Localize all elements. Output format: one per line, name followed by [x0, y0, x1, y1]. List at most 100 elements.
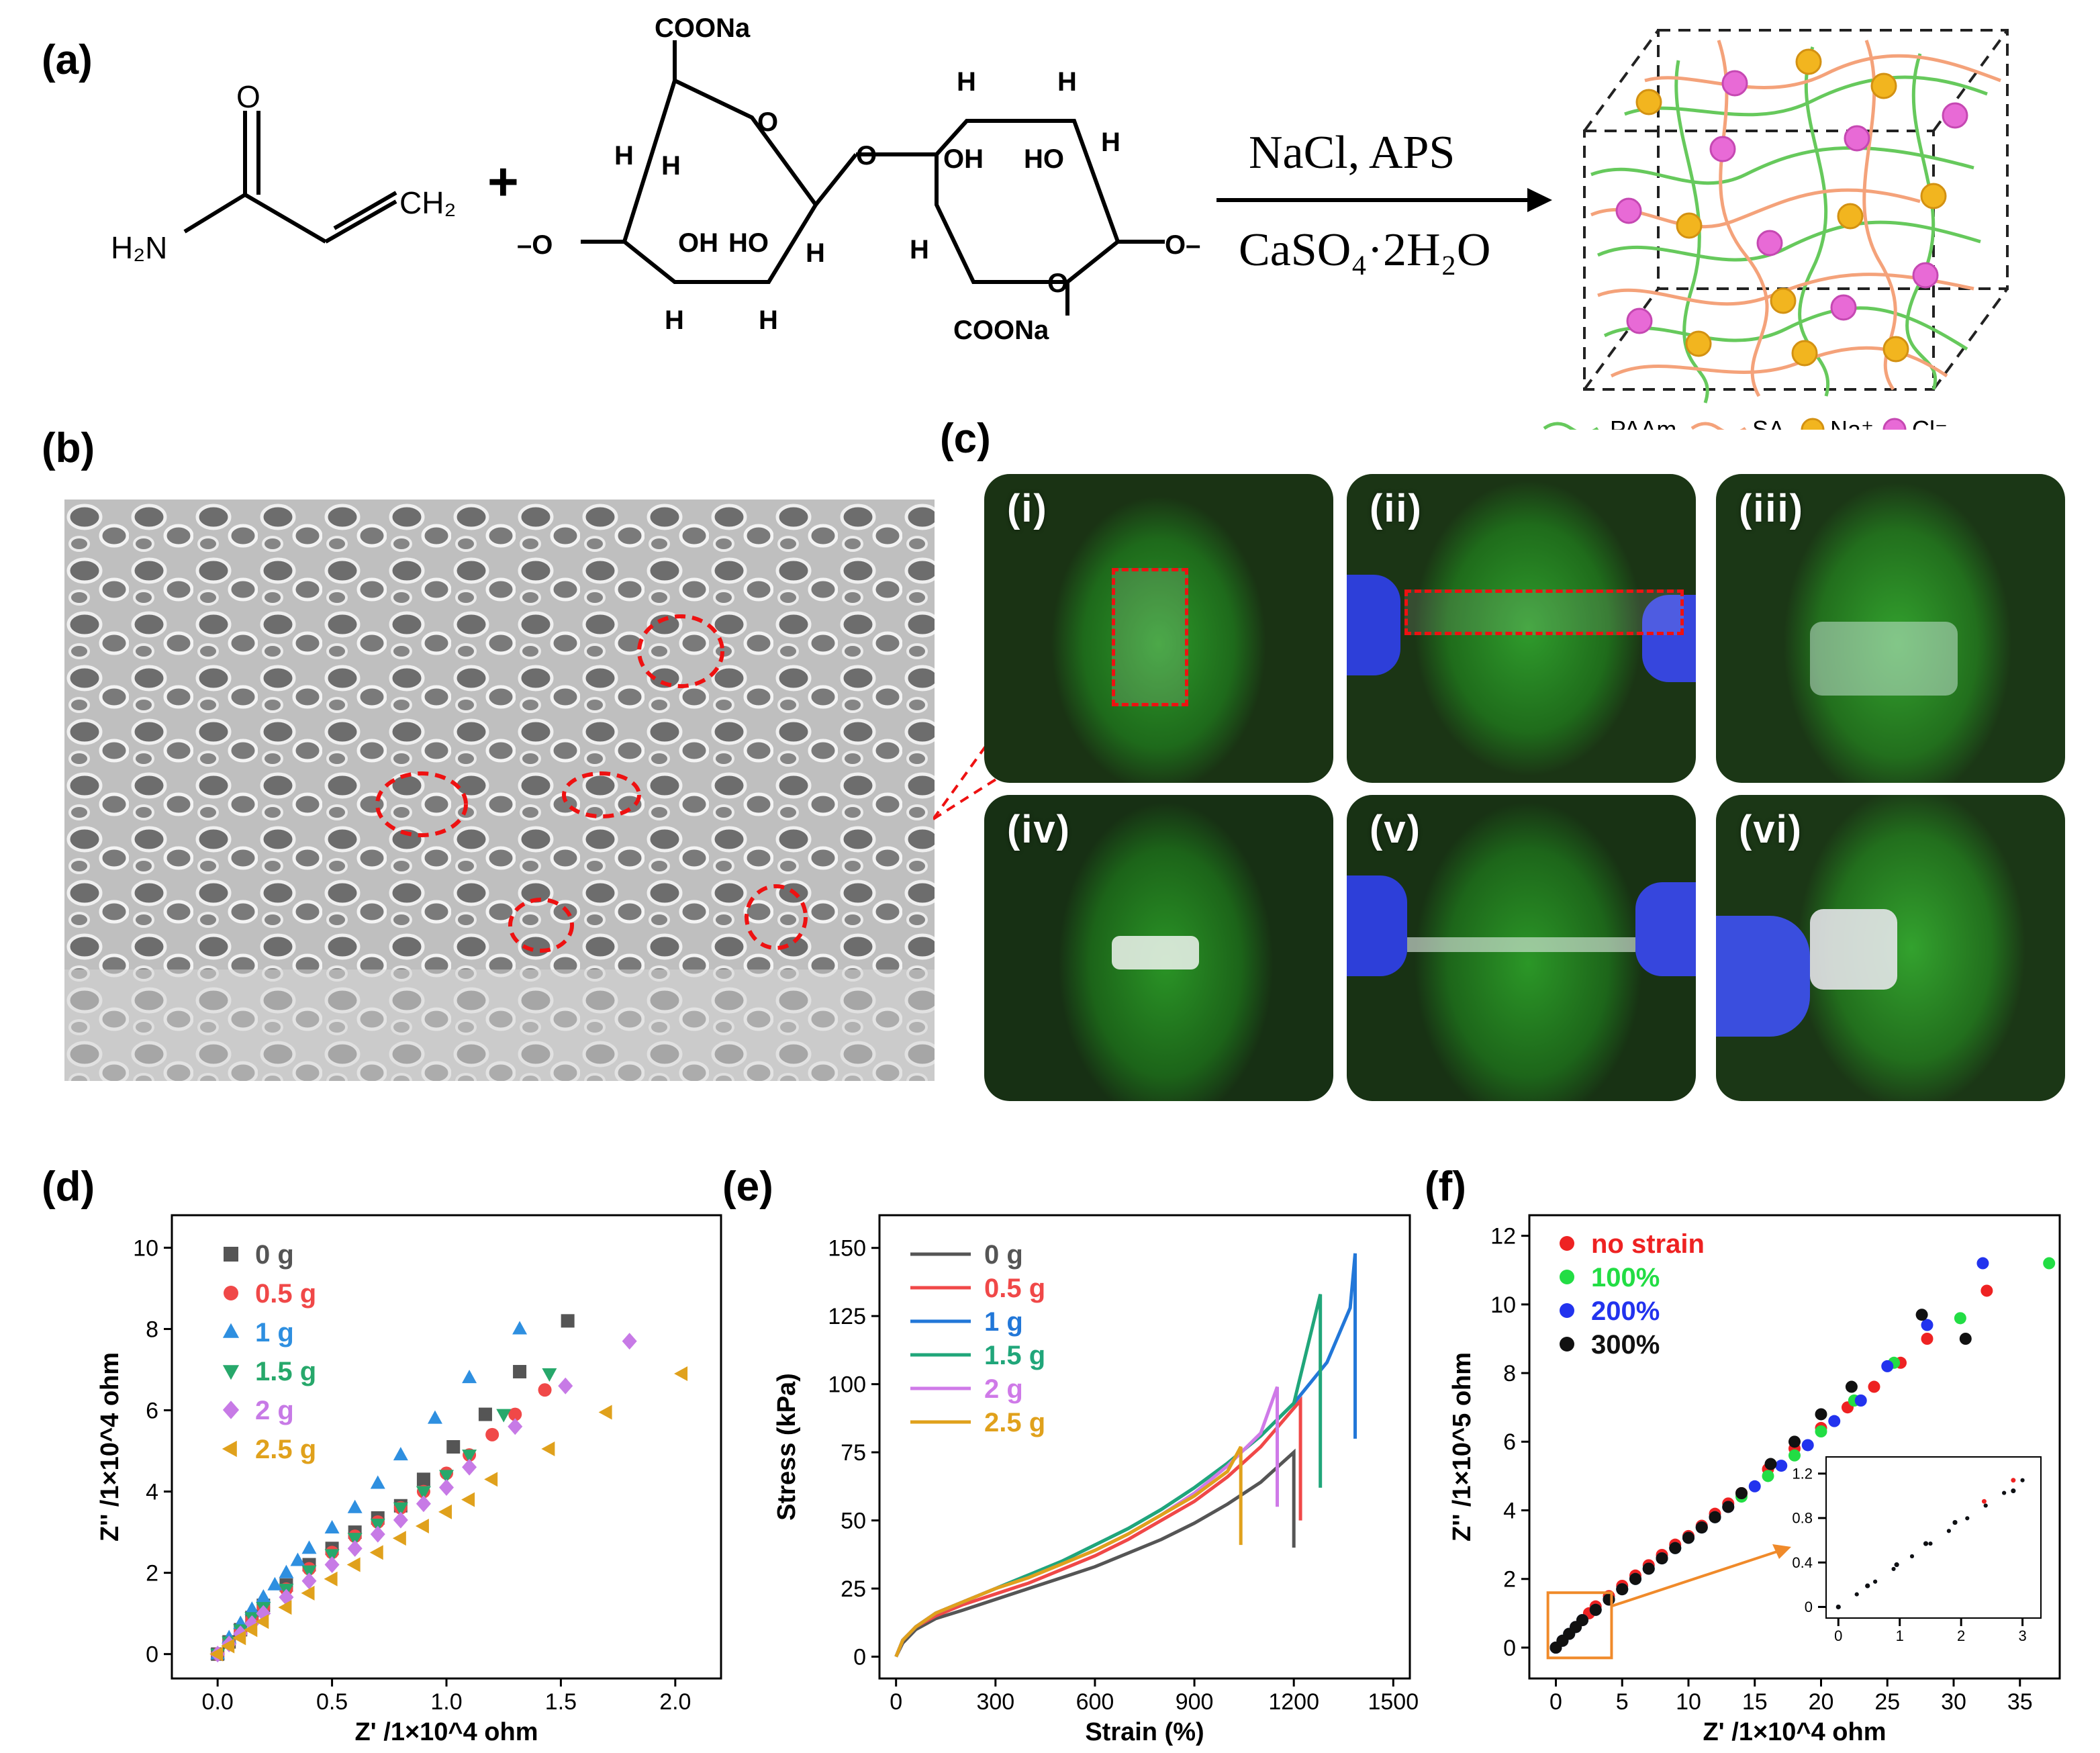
f-frame [1528, 1214, 2061, 1680]
f-inset-point [1981, 1499, 1987, 1504]
photo-iv: (iv) [984, 795, 1333, 1101]
paam-chains [1590, 46, 1988, 404]
f-point [1845, 1380, 1858, 1393]
d-point [415, 1519, 429, 1534]
e-legend-label: 0.5 g [984, 1274, 1045, 1303]
f-ytick-label: 10 [1490, 1292, 1516, 1318]
legend-paam: PAAm [1610, 416, 1676, 430]
f-point [1576, 1614, 1588, 1627]
d-point [301, 1585, 315, 1601]
f-legend-label: 100% [1591, 1263, 1660, 1292]
f-ytick-label: 8 [1503, 1361, 1516, 1386]
photo-vi: (vi) [1716, 795, 2065, 1101]
d-point [393, 1511, 408, 1529]
d-ytick-label: 4 [146, 1479, 158, 1505]
acrylamide-ch2: CH₂ [399, 185, 456, 220]
d-point [279, 1564, 294, 1578]
f-point [1788, 1449, 1801, 1462]
d-point [538, 1383, 552, 1397]
f-point [1616, 1583, 1629, 1596]
e-series-line [894, 1386, 1279, 1658]
panel-a-label: (a) [42, 37, 93, 83]
photo-label-v: (v) [1370, 808, 1421, 851]
f-inset-point [1946, 1529, 1951, 1533]
d-point [369, 1545, 383, 1560]
alginate-h-7: H [1057, 67, 1077, 97]
f-point [1642, 1562, 1655, 1575]
d-point [370, 1525, 385, 1543]
f-inset-ytick-label: 1.2 [1792, 1466, 1813, 1482]
f-point [1801, 1439, 1814, 1452]
f-inset-point [1894, 1562, 1899, 1568]
f-ytick-label: 2 [1503, 1567, 1516, 1593]
d-point [278, 1600, 292, 1615]
f-inset-point [1836, 1605, 1841, 1609]
f-point [1589, 1603, 1602, 1616]
d-legend-label: 1 g [255, 1318, 294, 1347]
f-legend-marker [1560, 1337, 1574, 1352]
f-xtick-label: 0 [1549, 1689, 1562, 1715]
d-point [324, 1556, 340, 1574]
e-ytick-label: 75 [841, 1440, 866, 1466]
f-ytick-label: 4 [1503, 1498, 1516, 1523]
d-point [255, 1614, 269, 1629]
f-inset-point [2011, 1488, 2016, 1493]
plus-sign: + [487, 152, 519, 211]
alginate-ho-2: HO [1024, 144, 1064, 174]
d-xtick-label: 1.0 [430, 1689, 462, 1715]
f-xlabel: Z' /1×10^4 ohm [1703, 1718, 1886, 1746]
f-point [2043, 1257, 2056, 1270]
e-legend-label: 2 g [984, 1374, 1023, 1404]
panel-d-label: (d) [42, 1164, 95, 1210]
cl-ions [1615, 70, 1968, 334]
legend-cl: Cl⁻ [1912, 416, 1948, 430]
alginate-oh-1: OH [678, 228, 718, 258]
f-point [1682, 1531, 1695, 1544]
alginate-coona-top: COONa [655, 13, 751, 43]
d-ytick-label: 10 [133, 1235, 158, 1261]
f-inset-point [1891, 1566, 1896, 1571]
d-point [416, 1472, 430, 1486]
f-inset-xtick-label: 0 [1834, 1627, 1842, 1644]
e-ytick-label: 50 [841, 1508, 866, 1533]
f-point [1695, 1521, 1708, 1534]
photo-label-iii: (iii) [1739, 487, 1804, 530]
e-xtick-label: 1200 [1268, 1689, 1319, 1715]
f-inset-point [1928, 1542, 1933, 1546]
d-ytick-label: 6 [146, 1398, 158, 1423]
f-xtick-label: 25 [1874, 1689, 1900, 1715]
f-point [1980, 1284, 1993, 1297]
d-legend-label: 2 g [255, 1396, 294, 1425]
d-point [267, 1576, 283, 1591]
e-frame [878, 1214, 1411, 1680]
d-point [478, 1407, 492, 1421]
d-point [542, 1368, 557, 1382]
d-legend-marker [222, 1440, 237, 1458]
e-series-line [894, 1446, 1243, 1658]
f-inset-point [1873, 1579, 1878, 1584]
d-xtick-label: 0.0 [202, 1689, 234, 1715]
reagents-bottom: CaSO₄·2H₂O [1239, 224, 1490, 276]
d-point [301, 1540, 317, 1554]
d-legend-marker [224, 1247, 238, 1262]
f-legend-label: no strain [1591, 1229, 1705, 1259]
d-ytick-label: 0 [146, 1642, 158, 1668]
e-ytick-label: 0 [853, 1644, 866, 1670]
d-legend-marker [224, 1286, 238, 1300]
d-point [598, 1405, 612, 1420]
acrylamide-o: O [236, 79, 260, 114]
alginate-h-5: H [806, 238, 825, 268]
e-ytick-label: 25 [841, 1576, 866, 1602]
f-legend-marker [1560, 1236, 1574, 1251]
f-legend-label: 300% [1591, 1330, 1660, 1360]
photo-label-ii: (ii) [1370, 487, 1423, 530]
panel-c-label: (c) [940, 416, 991, 462]
d-point [461, 1492, 475, 1507]
d-point [508, 1407, 522, 1421]
alginate-h-4: H [759, 305, 778, 335]
f-ytick-label: 6 [1503, 1429, 1516, 1455]
d-point [256, 1589, 271, 1603]
f-xtick-label: 15 [1742, 1689, 1768, 1715]
d-xtick-label: 2.0 [659, 1689, 691, 1715]
e-xtick-label: 300 [976, 1689, 1014, 1715]
